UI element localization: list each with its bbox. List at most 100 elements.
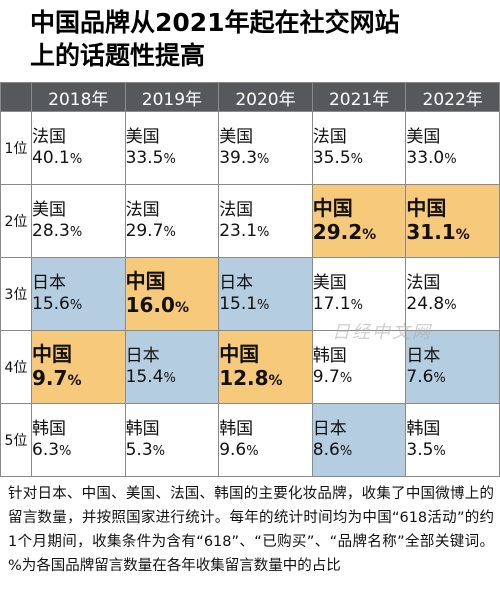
table-cell: 日本 15.1% [218,257,313,331]
title-line-1: 中国品牌从2021年起在社交网站 [30,8,400,37]
country-name: 美国 [219,126,254,147]
share-number: 15.1 [219,293,258,314]
share-value: 33.5% [126,148,219,170]
share-number: 9.7 [312,366,340,387]
table-row: 3位 日本 15.6% 中国 16.0% 日本 15.1% 美国 17.1% 法国 24.8% [0,257,500,331]
rank-label: 3位 [0,257,32,331]
table-cell: 美国 39.3% [218,111,313,185]
country-name: 日本 [125,345,160,366]
country-name: 日本 [406,345,441,366]
share-number: 33.5 [125,147,164,168]
share-value: 39.3% [219,148,312,170]
country-name: 中国 [219,341,260,366]
percent-unit: % [59,443,72,459]
share-number: 40.1 [32,147,70,168]
country-name: 法国 [312,126,347,147]
share-value: 8.6% [313,440,406,462]
table-cell: 法国 23.1% [218,184,313,258]
share-value: 12.8% [219,366,312,393]
share-number: 39.3 [219,147,258,168]
corner-cell [0,82,32,112]
share-value: 6.3% [32,440,125,462]
year-header: 2022年 [405,82,500,112]
share-value: 31.1% [406,220,499,247]
percent-unit: % [339,443,353,459]
share-number: 35.5 [312,147,351,168]
share-value: 17.1% [313,294,406,316]
header-row: 2018年 2019年 2020年 2021年 2022年 [0,82,500,112]
table-cell: 韩国 9.7% [311,330,407,404]
rank-label: 2位 [0,184,32,258]
share-number: 29.7 [125,220,164,241]
table-cell: 法国 40.1% [31,111,126,185]
share-value: 3.5% [406,440,499,462]
rank-label: 4位 [0,330,32,404]
table-row: 4位 中国 9.7% 日本 15.4% 中国 12.8% 韩国 9.7% 日本 7.6% [0,330,500,404]
country-name: 中国 [312,195,353,220]
table-cell: 中国 31.1% [405,184,500,258]
table-cell: 美国 17.1% [311,257,407,331]
rank-label: 1位 [0,111,32,185]
share-number: 9.6 [219,439,247,460]
share-number: 15.4 [125,366,164,387]
share-number: 33.0 [406,147,445,168]
share-value: 35.5% [313,148,406,170]
country-name: 法国 [125,199,160,220]
share-value: 5.3% [126,440,219,462]
table-cell: 美国 33.5% [124,111,220,185]
country-name: 法国 [406,272,441,293]
table-cell: 法国 24.8% [405,257,500,331]
percent-unit: % [69,151,83,167]
table-cell: 美国 28.3% [31,184,126,258]
share-number: 16.0 [125,292,175,317]
share-value: 9.7% [32,366,125,393]
country-name: 法国 [32,126,66,147]
year-header: 2018年 [31,82,126,112]
share-value: 29.7% [126,221,219,243]
share-number: 31.1 [406,219,456,244]
table-cell: 日本 15.6% [31,257,126,331]
country-name: 韩国 [32,418,66,439]
year-header: 2021年 [311,82,407,112]
percent-unit: % [69,224,83,240]
percent-unit: % [69,297,83,313]
share-value: 9.6% [219,440,312,462]
rank-label: 5位 [0,403,32,477]
percent-unit: % [433,370,446,386]
country-name: 日本 [32,272,66,293]
table-cell: 中国 12.8% [218,330,313,404]
watermark: 日经中文网 [332,322,432,343]
table-cell: 法国 35.5% [311,111,407,185]
country-name: 韩国 [406,418,441,439]
percent-unit: % [163,224,176,240]
table-cell: 中国 29.2% [311,184,407,258]
country-name: 法国 [219,199,254,220]
percent-unit: % [257,151,270,167]
chart-title: 中国品牌从2021年起在社交网站 上的话题性提高 [30,6,490,72]
share-value: 33.0% [406,148,499,170]
share-value: 9.7% [313,367,406,389]
share-number: 9.7 [32,365,68,390]
share-number: 28.3 [32,220,70,241]
share-number: 12.8 [219,365,269,390]
table-cell: 韩国 3.5% [405,403,500,477]
table-cell: 日本 8.6% [311,403,407,477]
country-name: 韩国 [219,418,254,439]
table-row: 2位 美国 28.3% 法国 29.7% 法国 23.1% 中国 29.2% 中国 31.1% [0,184,500,258]
country-name: 美国 [406,126,441,147]
percent-unit: % [152,443,165,459]
share-value: 15.4% [126,367,219,389]
percent-unit: % [444,297,457,313]
share-value: 40.1% [32,148,125,170]
percent-unit: % [362,226,377,243]
share-number: 23.1 [219,220,258,241]
share-number: 15.6 [32,293,70,314]
percent-unit: % [350,297,363,313]
country-name: 韩国 [312,345,347,366]
country-name: 日本 [312,418,347,439]
percent-unit: % [246,443,259,459]
share-value: 23.1% [219,221,312,243]
percent-unit: % [257,297,270,313]
share-value: 15.1% [219,294,312,316]
table-cell: 中国 9.7% [31,330,126,404]
